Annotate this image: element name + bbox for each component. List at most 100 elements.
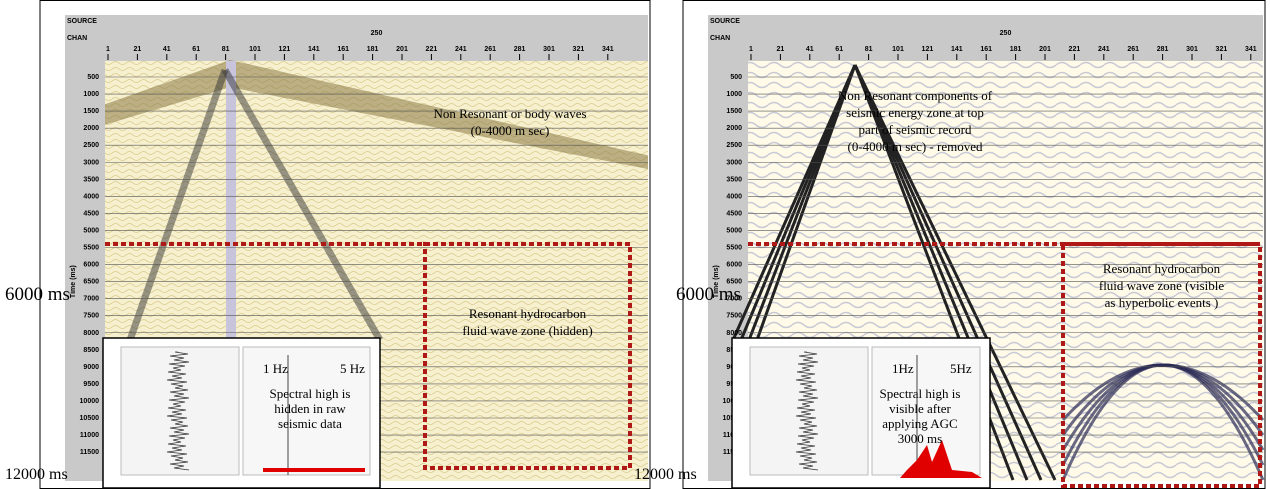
time-tick: 10000 xyxy=(80,398,100,405)
inset-high: 5 Hz xyxy=(340,361,365,376)
channel-tick: 101 xyxy=(249,46,261,53)
time-tick: 7000 xyxy=(83,296,99,303)
source-label: SOURCE xyxy=(710,18,740,25)
channel-tick: 281 xyxy=(514,46,526,53)
header-bar xyxy=(708,15,1263,61)
channel-tick: 341 xyxy=(602,46,614,53)
time-tick: 6500 xyxy=(726,279,742,286)
source-label: SOURCE xyxy=(67,18,97,25)
time-label: Time (ms) xyxy=(70,265,77,298)
channel-tick: 221 xyxy=(1069,46,1081,53)
time-tick: 9500 xyxy=(83,381,99,388)
chan-label: CHAN xyxy=(710,35,730,42)
time-tick: 5500 xyxy=(726,245,742,252)
channel-tick: 301 xyxy=(543,46,555,53)
inset-trace xyxy=(795,351,819,471)
channel-tick: 281 xyxy=(1157,46,1169,53)
channel-tick: 1 xyxy=(106,46,110,53)
direct-wave xyxy=(221,68,384,342)
channel-tick: 101 xyxy=(892,46,904,53)
source-trace xyxy=(226,61,236,481)
time-tick: 3000 xyxy=(726,159,742,166)
time-tick: 5000 xyxy=(83,227,99,234)
time-tick: 8500 xyxy=(83,347,99,354)
body-wave-zone xyxy=(105,59,648,170)
channel-tick: 181 xyxy=(367,46,379,53)
header-bar xyxy=(65,15,648,61)
channel-tick: 81 xyxy=(222,46,230,53)
time-tick: 4000 xyxy=(726,193,742,200)
channel-tick: 181 xyxy=(1010,46,1022,53)
time-tick: 6000 xyxy=(726,262,742,269)
time-tick: 3500 xyxy=(83,176,99,183)
channel-tick: 121 xyxy=(279,46,291,53)
channel-tick: 321 xyxy=(573,46,585,53)
direct-wave xyxy=(126,68,229,342)
time-tick: 500 xyxy=(87,74,99,81)
time-tick: 2000 xyxy=(726,125,742,132)
time-tick: 6000 xyxy=(83,262,99,269)
time-tick: 2000 xyxy=(83,125,99,132)
inset-low: 1Hz xyxy=(892,361,914,376)
channel-tick: 41 xyxy=(163,46,171,53)
time-tick: 4500 xyxy=(726,210,742,217)
source-value: 250 xyxy=(371,30,383,37)
time-tick: 5000 xyxy=(726,227,742,234)
time-tick: 2500 xyxy=(83,142,99,149)
channel-tick: 161 xyxy=(337,46,349,53)
hyperbola xyxy=(1061,363,1265,422)
time-tick: 5500 xyxy=(83,245,99,252)
time-tick: 1500 xyxy=(726,108,742,115)
channel-tick: 321 xyxy=(1216,46,1228,53)
time-tick: 7000 xyxy=(726,296,742,303)
channel-tick: 341 xyxy=(1245,46,1257,53)
channel-tick: 41 xyxy=(806,46,814,53)
channel-tick: 61 xyxy=(192,46,200,53)
source-value: 250 xyxy=(1000,30,1012,37)
time-tick: 11000 xyxy=(80,432,99,439)
time-label: Time (ms) xyxy=(713,265,720,298)
channel-tick: 61 xyxy=(835,46,843,53)
channel-tick: 141 xyxy=(308,46,320,53)
channel-tick: 241 xyxy=(1098,46,1110,53)
marker-mid: 6000 ms xyxy=(5,284,70,305)
channel-tick: 121 xyxy=(922,46,934,53)
channel-tick: 261 xyxy=(484,46,496,53)
time-tick: 4000 xyxy=(83,193,99,200)
time-tick: 3500 xyxy=(726,176,742,183)
marker-end: 12000 ms xyxy=(634,466,697,483)
time-tick: 9000 xyxy=(83,364,99,371)
spectrum xyxy=(263,468,365,472)
inset-trace xyxy=(166,351,190,471)
channel-tick: 241 xyxy=(455,46,467,53)
annotation-top: Non Resonant components of seismic energy… xyxy=(838,88,993,154)
annotation-top: Non Resonant or body waves (0-4000 m sec) xyxy=(433,106,586,138)
time-tick: 3000 xyxy=(83,159,99,166)
inset-high: 5Hz xyxy=(950,361,972,376)
marker-mid: 6000 ms xyxy=(676,284,741,305)
marker-end: 12000 ms xyxy=(5,466,68,483)
inset-low: 1 Hz xyxy=(263,361,288,376)
time-tick: 10500 xyxy=(80,415,100,422)
zone-box xyxy=(1061,242,1262,488)
channel-tick: 261 xyxy=(1127,46,1139,53)
time-tick: 8000 xyxy=(726,330,742,337)
channel-tick: 301 xyxy=(1186,46,1198,53)
channel-tick: 1 xyxy=(749,46,753,53)
spectrum xyxy=(900,440,982,478)
channel-tick: 141 xyxy=(951,46,963,53)
time-tick: 1500 xyxy=(83,108,99,115)
channel-tick: 221 xyxy=(426,46,438,53)
channel-tick: 81 xyxy=(865,46,873,53)
time-tick: 7500 xyxy=(83,313,99,320)
time-tick: 500 xyxy=(730,74,742,81)
time-tick: 7500 xyxy=(726,313,742,320)
channel-tick: 161 xyxy=(980,46,992,53)
inset-text: Spectral high is visible after applying AG… xyxy=(880,386,961,446)
chan-label: CHAN xyxy=(67,35,87,42)
time-tick: 11500 xyxy=(80,449,99,456)
channel-tick: 21 xyxy=(777,46,785,53)
time-bar xyxy=(65,61,105,481)
inset-text: Spectral high is hidden in raw seismic dat… xyxy=(270,386,351,431)
